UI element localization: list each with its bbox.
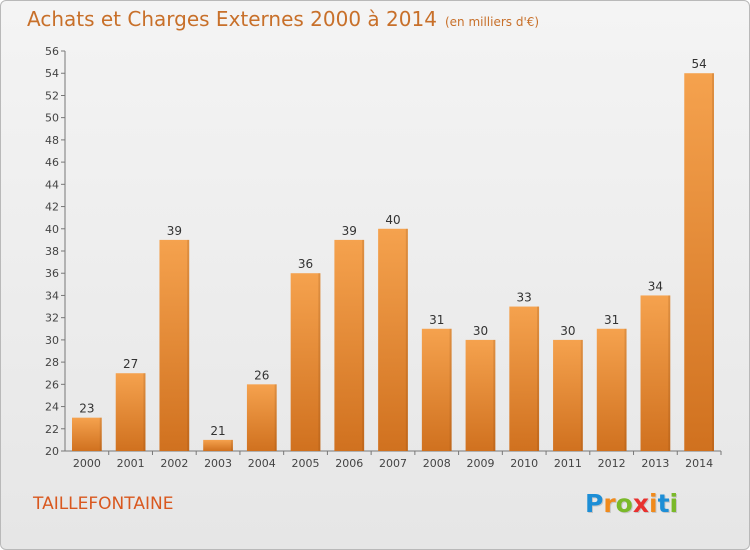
data-label: 26 [254,368,269,382]
chart-title: Achats et Charges Externes 2000 à 2014 (e… [27,7,539,31]
proxiti-logo[interactable]: Proxiti [585,489,678,518]
logo-letter: t [657,489,670,518]
data-label: 36 [298,257,313,271]
bar-shade [624,328,627,451]
bar-shade [99,417,102,451]
logo-letter: P [585,489,604,518]
data-label: 40 [385,213,400,227]
y-tick-label: 50 [45,112,59,125]
bar [465,339,496,451]
axes: 20 22 24 26 28 30 32 34 36 38 40 42 44 46 48 50 52 54 56 20… [45,45,722,470]
bar [640,295,671,451]
bar-shade [668,295,671,451]
logo-letter: o [615,489,633,518]
y-tick-label: 42 [45,201,59,214]
bar-shade [537,306,540,451]
bar [159,239,190,451]
x-tick-label: 2009 [466,457,494,470]
data-label: 39 [167,224,182,238]
bar [684,73,715,451]
x-tick-label: 2003 [204,457,232,470]
data-label: 34 [648,279,663,293]
x-tick-label: 2008 [423,457,451,470]
y-tick-label: 38 [45,245,59,258]
bar-shade [449,328,452,451]
bar-shade [580,339,583,451]
y-tick-label: 48 [45,134,59,147]
bar [246,384,277,451]
x-tick-label: 2010 [510,457,538,470]
bar-shade [143,373,146,451]
location-name: TAILLEFONTAINE [33,494,174,514]
y-tick-label: 32 [45,312,59,325]
bar-shade [318,273,321,451]
x-tick-label: 2000 [73,457,101,470]
y-tick-label: 24 [45,401,59,414]
y-tick-label: 46 [45,156,59,169]
logo-letter: i [669,489,679,518]
logo-letter: r [603,489,616,518]
data-label: 31 [604,313,619,327]
y-tick-label: 30 [45,334,59,347]
x-tick-label: 2002 [160,457,188,470]
bar [334,239,365,451]
data-label: 21 [210,424,225,438]
bars: 23 27 39 21 26 36 39 40 31 30 33 30 31 34 54 [71,57,715,451]
x-tick-label: 2001 [117,457,145,470]
x-tick-label: 2004 [248,457,276,470]
y-tick-label: 20 [45,445,59,458]
logo-letter: i [649,489,658,518]
bar-shade [274,384,277,451]
bar-shade [230,439,233,451]
bar [203,439,233,451]
x-tick-label: 2011 [554,457,582,470]
data-label: 23 [79,402,94,416]
data-label: 54 [691,57,706,71]
y-tick-label: 36 [45,267,59,280]
bar [115,373,146,451]
x-tick-label: 2013 [641,457,669,470]
bar-shade [712,73,715,451]
y-tick-label: 26 [45,378,59,391]
data-label: 30 [473,324,488,338]
bar-shade [187,239,190,451]
y-tick-label: 54 [45,67,59,80]
data-label: 30 [560,324,575,338]
y-tick-label: 56 [45,45,59,58]
y-tick-label: 34 [45,289,59,302]
bar-shade [405,228,408,451]
y-tick-label: 28 [45,356,59,369]
bar [509,306,540,451]
data-label: 39 [342,224,357,238]
bar [553,339,583,451]
y-tick-label: 22 [45,423,59,436]
data-label: 31 [429,313,444,327]
bar [596,328,627,451]
bar [290,273,321,451]
y-tick-label: 44 [45,178,59,191]
chart-title-text: Achats et Charges Externes 2000 à 2014 [27,7,437,31]
x-tick-label: 2007 [379,457,407,470]
y-tick-label: 40 [45,223,59,236]
bar-shade [493,339,496,451]
x-tick-label: 2005 [292,457,320,470]
y-tick-label: 52 [45,89,59,102]
data-label: 27 [123,357,138,371]
chart-subtitle: (en milliers d'€) [444,15,540,29]
x-tick-label: 2012 [598,457,626,470]
logo-letter: x [632,489,649,518]
x-tick-label: 2006 [335,457,363,470]
bar [378,228,408,451]
bar-shade [362,239,365,451]
data-label: 33 [517,291,532,305]
bar [421,328,452,451]
bar [71,417,102,451]
x-tick-label: 2014 [685,457,713,470]
